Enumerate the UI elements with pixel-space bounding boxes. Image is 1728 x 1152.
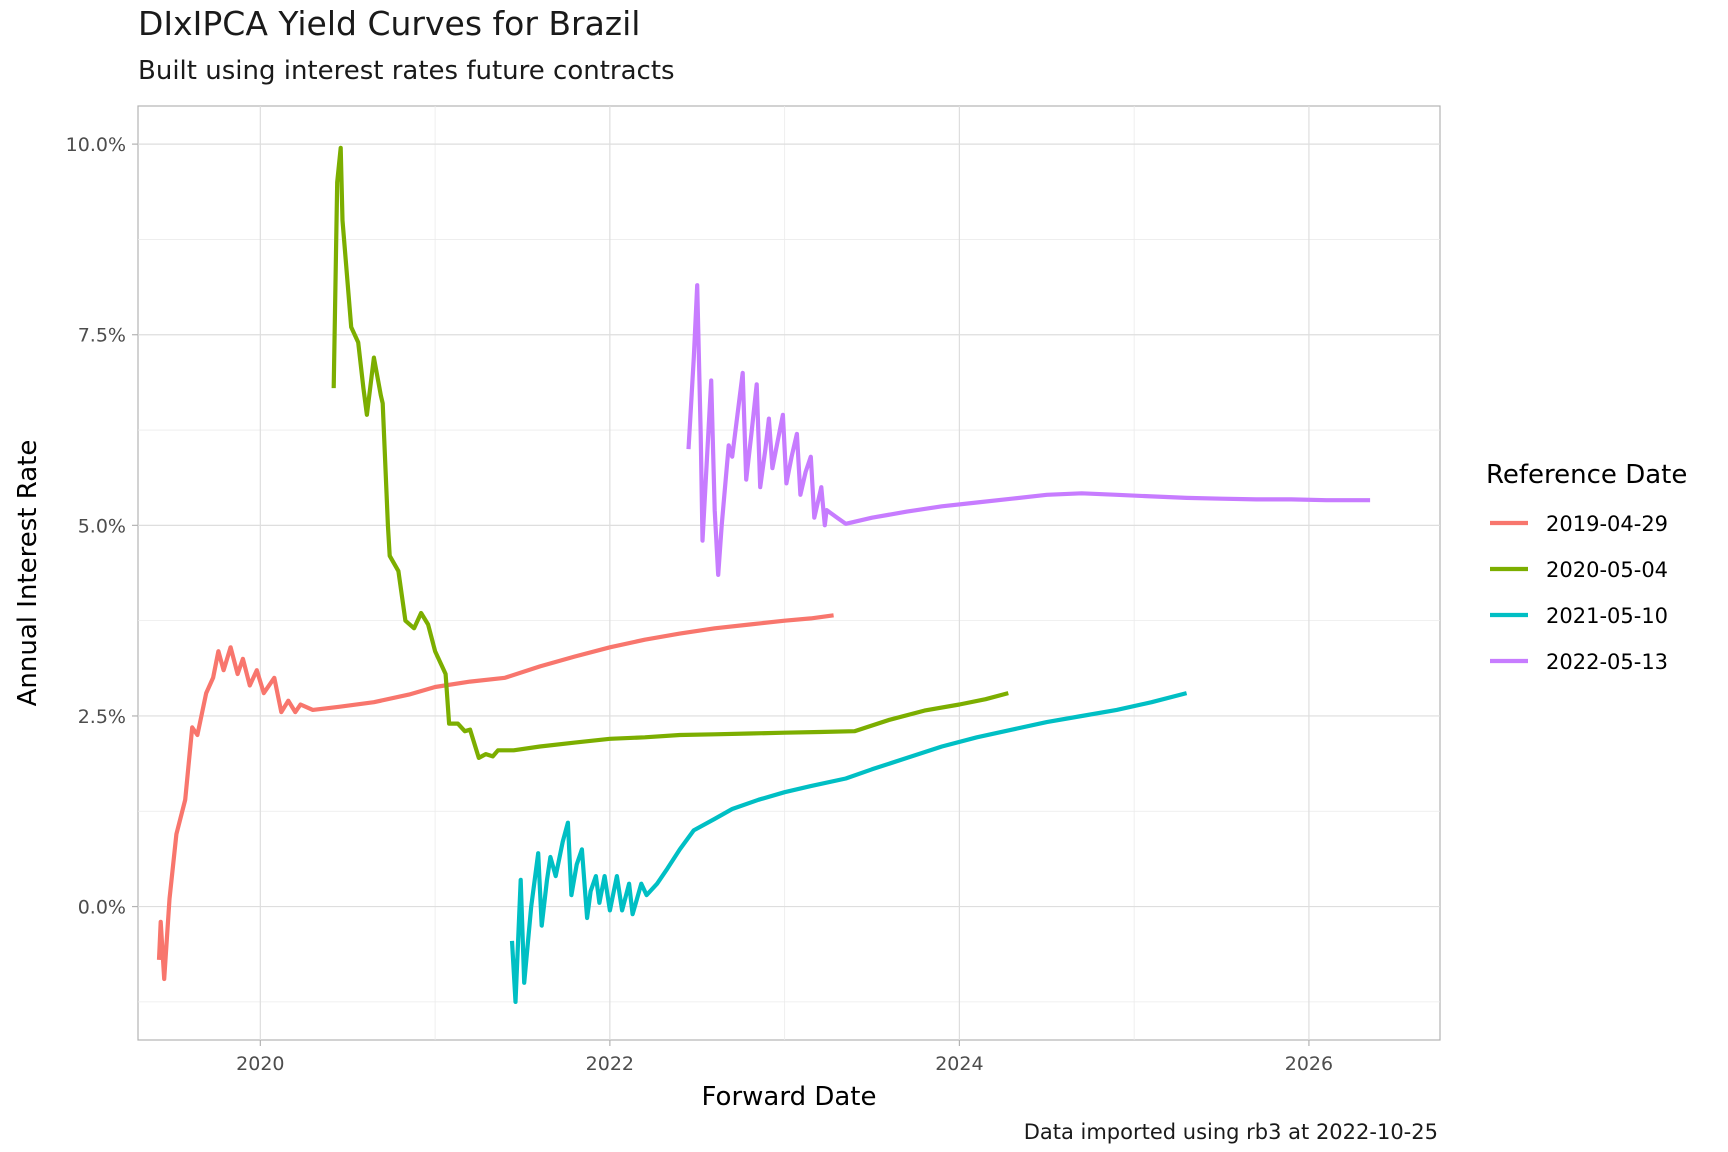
series-layer bbox=[156, 145, 1371, 1004]
legend-label-2022-05-13: 2022-05-13 bbox=[1546, 650, 1668, 674]
plot-panel bbox=[137, 105, 1441, 1041]
legend-title: Reference Date bbox=[1486, 460, 1687, 490]
chart-title: DIxIPCA Yield Curves for Brazil bbox=[138, 4, 641, 43]
x-tick-label: 2022 bbox=[586, 1053, 634, 1075]
x-tick-label: 2024 bbox=[935, 1053, 983, 1075]
y-tick-label: 5.0% bbox=[78, 515, 126, 537]
x-tick-label: 2026 bbox=[1285, 1053, 1333, 1075]
series-line-2022-05-13 bbox=[686, 283, 1371, 577]
series-line-2020-05-04 bbox=[331, 145, 1009, 760]
y-tick-label: 2.5% bbox=[78, 706, 126, 728]
x-axis-ticks: 2020 2022 2024 2026 bbox=[236, 1040, 1333, 1075]
chart-subtitle: Built using interest rates future contra… bbox=[138, 56, 675, 86]
legend-label-2019-04-29: 2019-04-29 bbox=[1546, 512, 1668, 536]
legend: Reference Date 2019-04-29 2020-05-04 2021-… bbox=[1486, 460, 1687, 674]
series-line-2021-05-10 bbox=[509, 691, 1188, 1004]
y-axis-ticks: 0.0% 2.5% 5.0% 7.5% 10.0% bbox=[66, 134, 138, 919]
chart-caption: Data imported using rb3 at 2022-10-25 bbox=[1023, 1120, 1438, 1144]
y-axis-title: Annual Interest Rate bbox=[13, 440, 43, 707]
minor-gridlines bbox=[138, 106, 1440, 1040]
y-tick-label: 10.0% bbox=[66, 134, 126, 156]
x-tick-label: 2020 bbox=[236, 1053, 284, 1075]
legend-label-2020-05-04: 2020-05-04 bbox=[1546, 558, 1668, 582]
y-tick-label: 7.5% bbox=[78, 325, 126, 347]
x-axis-title: Forward Date bbox=[702, 1082, 877, 1112]
series-line-2019-04-29 bbox=[156, 613, 834, 982]
legend-label-2021-05-10: 2021-05-10 bbox=[1546, 604, 1668, 628]
y-tick-label: 0.0% bbox=[78, 897, 126, 919]
